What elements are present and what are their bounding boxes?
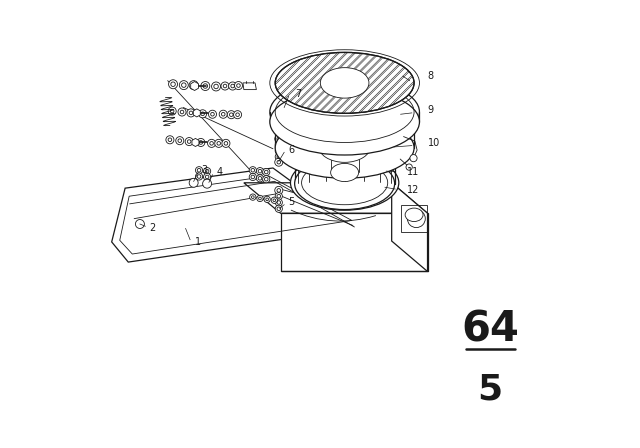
Circle shape: [203, 179, 212, 188]
Circle shape: [189, 178, 198, 187]
Circle shape: [234, 82, 243, 90]
Circle shape: [275, 158, 283, 166]
Circle shape: [280, 100, 288, 108]
Ellipse shape: [318, 129, 371, 162]
Circle shape: [275, 135, 283, 143]
Ellipse shape: [294, 158, 395, 210]
Text: 9: 9: [428, 105, 434, 115]
Circle shape: [234, 111, 242, 119]
Circle shape: [189, 81, 198, 90]
Polygon shape: [111, 168, 356, 262]
Ellipse shape: [270, 79, 419, 145]
Text: 64: 64: [461, 308, 519, 350]
Circle shape: [209, 110, 216, 118]
Circle shape: [198, 110, 207, 118]
Circle shape: [204, 173, 211, 181]
Circle shape: [168, 107, 176, 115]
Polygon shape: [191, 82, 198, 90]
Circle shape: [275, 205, 282, 212]
Ellipse shape: [275, 117, 414, 178]
Circle shape: [406, 164, 412, 170]
Polygon shape: [192, 138, 199, 146]
Circle shape: [275, 193, 282, 200]
Text: 8: 8: [428, 71, 434, 81]
Ellipse shape: [331, 141, 358, 159]
Circle shape: [221, 82, 229, 90]
Circle shape: [275, 141, 282, 148]
Circle shape: [275, 153, 282, 160]
Circle shape: [249, 167, 257, 174]
Circle shape: [219, 110, 227, 118]
Circle shape: [280, 88, 288, 95]
Circle shape: [222, 139, 230, 147]
Circle shape: [179, 81, 188, 90]
Circle shape: [214, 139, 223, 147]
Text: 10: 10: [428, 138, 440, 148]
Text: 5: 5: [289, 198, 295, 207]
Text: 6: 6: [289, 145, 295, 155]
Polygon shape: [193, 109, 200, 117]
Circle shape: [249, 173, 257, 181]
Circle shape: [264, 196, 270, 202]
Ellipse shape: [275, 52, 414, 113]
Circle shape: [257, 175, 264, 182]
Circle shape: [136, 220, 145, 228]
Text: 2: 2: [149, 224, 155, 233]
Circle shape: [178, 108, 186, 116]
Circle shape: [262, 168, 270, 176]
Circle shape: [197, 138, 205, 146]
Text: 11: 11: [407, 168, 420, 177]
Ellipse shape: [318, 108, 371, 141]
Circle shape: [185, 138, 193, 146]
Text: 7: 7: [296, 89, 301, 99]
Ellipse shape: [331, 164, 358, 181]
Ellipse shape: [405, 208, 423, 221]
Circle shape: [280, 94, 288, 101]
Polygon shape: [243, 83, 257, 90]
Circle shape: [271, 197, 278, 203]
Ellipse shape: [294, 122, 395, 174]
Text: 5: 5: [477, 373, 503, 407]
Text: 4: 4: [216, 168, 222, 177]
Ellipse shape: [275, 95, 414, 156]
Circle shape: [275, 199, 282, 206]
Circle shape: [275, 147, 282, 155]
Circle shape: [195, 167, 203, 174]
Circle shape: [257, 195, 263, 202]
Text: 1: 1: [195, 237, 201, 247]
Circle shape: [207, 139, 216, 147]
Polygon shape: [244, 183, 428, 213]
Circle shape: [176, 137, 184, 145]
Ellipse shape: [291, 155, 399, 210]
Circle shape: [166, 136, 174, 144]
Circle shape: [168, 80, 177, 89]
Circle shape: [275, 186, 283, 194]
Ellipse shape: [270, 89, 419, 155]
Circle shape: [227, 111, 236, 119]
Circle shape: [262, 176, 270, 183]
Text: 3: 3: [201, 165, 207, 175]
Circle shape: [408, 210, 426, 228]
Circle shape: [228, 82, 237, 90]
Circle shape: [280, 81, 289, 90]
Circle shape: [212, 82, 221, 91]
Ellipse shape: [321, 68, 369, 98]
Polygon shape: [392, 183, 428, 271]
Circle shape: [250, 194, 256, 200]
Circle shape: [187, 109, 195, 117]
Circle shape: [410, 155, 417, 162]
Text: 12: 12: [407, 185, 420, 195]
Bar: [401, 205, 427, 232]
Circle shape: [195, 173, 203, 180]
Circle shape: [201, 82, 210, 90]
Polygon shape: [280, 213, 428, 271]
Circle shape: [257, 168, 264, 175]
Circle shape: [204, 168, 211, 175]
